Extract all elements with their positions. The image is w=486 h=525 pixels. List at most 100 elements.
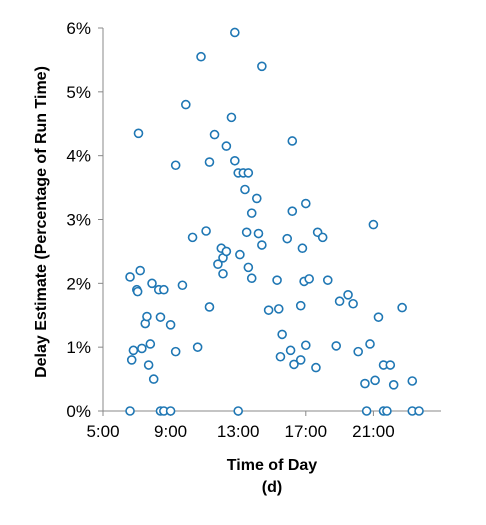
data-point — [385, 360, 396, 370]
data-point — [263, 305, 274, 315]
data-point — [295, 355, 306, 365]
data-point — [317, 232, 328, 243]
y-tick-label: 3% — [66, 211, 91, 230]
chart-subtitle: (d) — [262, 479, 282, 496]
data-point — [125, 406, 135, 416]
data-point — [209, 129, 220, 140]
data-point — [334, 296, 345, 307]
data-point — [143, 360, 154, 370]
data-point — [187, 232, 198, 243]
data-point — [273, 304, 284, 314]
data-point — [360, 378, 370, 389]
data-point — [397, 302, 407, 313]
data-point — [304, 274, 314, 284]
x-tick-label: 9:00 — [154, 422, 187, 441]
data-point — [170, 346, 181, 357]
data-point — [125, 272, 135, 282]
data-point — [135, 265, 145, 276]
data-point — [373, 312, 384, 322]
data-point — [177, 280, 188, 291]
data-point — [221, 141, 232, 151]
y-tick-label: 6% — [66, 19, 91, 38]
data-point — [213, 259, 223, 269]
data-point — [196, 51, 206, 62]
y-tick-label: 0% — [66, 402, 91, 421]
data-point — [165, 406, 176, 416]
x-tick-label: 21:00 — [352, 422, 395, 441]
data-point — [204, 302, 215, 312]
data-point — [126, 355, 137, 365]
data-point — [170, 160, 181, 171]
data-point — [300, 340, 311, 351]
data-point — [230, 155, 240, 166]
data-point — [282, 233, 293, 244]
x-tick-label: 17:00 — [285, 422, 328, 441]
data-point — [311, 362, 321, 373]
data-point — [370, 375, 380, 386]
data-point — [145, 339, 156, 349]
data-point — [241, 227, 252, 238]
data-point — [388, 380, 399, 390]
data-point — [275, 351, 286, 362]
data-point — [246, 208, 257, 218]
data-point — [204, 157, 215, 167]
data-point — [181, 99, 191, 110]
data-point — [132, 286, 143, 297]
data-point — [289, 359, 299, 370]
data-point — [331, 341, 342, 351]
data-point — [148, 374, 159, 384]
y-tick-label: 4% — [66, 147, 91, 166]
data-point — [285, 345, 296, 356]
data-point — [155, 312, 166, 322]
data-point — [353, 346, 363, 357]
data-point — [414, 406, 424, 416]
data-point — [246, 273, 257, 284]
data-point — [235, 249, 245, 260]
x-tick-label: 5:00 — [86, 422, 119, 441]
x-axis-title: Time of Day — [227, 457, 318, 474]
data-point — [243, 262, 254, 273]
data-point — [147, 278, 157, 289]
data-point — [287, 206, 298, 217]
y-axis-ticks: 0% 1% 2% 3% 4% 5% 6% — [66, 19, 103, 421]
y-axis-title: Delay Estimate (Percentage of Run Time) — [33, 66, 50, 378]
data-point — [343, 290, 353, 300]
data-point — [368, 219, 379, 230]
data-point — [300, 198, 311, 209]
x-axis-ticks: 5:00 9:00 13:00 17:00 21:00 — [86, 411, 395, 441]
data-point — [243, 168, 254, 178]
data-point — [201, 226, 211, 236]
data-point — [297, 243, 308, 254]
data-point — [407, 376, 418, 386]
data-point — [192, 342, 203, 352]
data-point — [226, 112, 237, 123]
data-point — [361, 406, 372, 416]
data-point — [272, 275, 282, 285]
data-point — [240, 184, 250, 195]
data-point — [221, 246, 232, 257]
data-point — [165, 320, 176, 330]
data-point — [277, 329, 287, 340]
x-tick-label: 13:00 — [217, 422, 260, 441]
data-point — [257, 240, 267, 250]
data-point — [142, 311, 152, 322]
data-point — [128, 345, 139, 356]
data-point — [365, 339, 375, 349]
data-point — [230, 27, 240, 38]
data-point — [233, 406, 243, 416]
y-tick-label: 5% — [66, 83, 91, 102]
data-point — [133, 128, 144, 139]
data-point — [251, 193, 262, 204]
data-point — [322, 275, 333, 285]
data-point — [218, 268, 228, 279]
data-point — [159, 284, 169, 295]
y-tick-label: 2% — [66, 274, 91, 293]
data-point — [257, 61, 267, 72]
data-point — [348, 298, 358, 309]
data-point — [137, 343, 147, 354]
data-points — [125, 27, 424, 416]
y-tick-label: 1% — [66, 338, 91, 357]
data-point — [287, 136, 298, 146]
data-point — [382, 406, 392, 416]
